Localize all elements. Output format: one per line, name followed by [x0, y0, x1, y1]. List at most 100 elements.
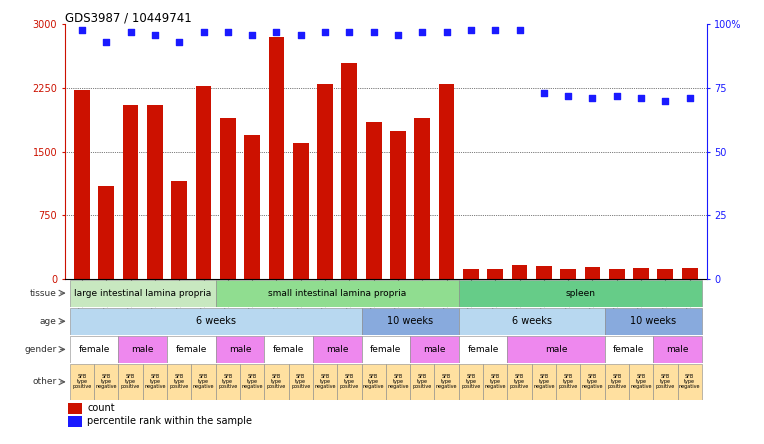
Text: SFB
type
positive: SFB type positive: [73, 374, 92, 389]
Bar: [629, 364, 653, 400]
Text: SFB
type
positive: SFB type positive: [291, 374, 310, 389]
Text: male: male: [326, 345, 348, 354]
Text: female: female: [468, 345, 499, 354]
Bar: [118, 336, 167, 363]
Bar: [410, 364, 435, 400]
Bar: [361, 336, 410, 363]
Text: SFB
type
negative: SFB type negative: [435, 374, 458, 389]
Text: female: female: [176, 345, 207, 354]
Text: female: female: [613, 345, 645, 354]
Text: SFB
type
positive: SFB type positive: [656, 374, 675, 389]
Point: [562, 92, 575, 99]
Bar: [458, 364, 483, 400]
Point: [100, 39, 112, 46]
Text: tissue: tissue: [30, 289, 57, 297]
Bar: [342, 63, 358, 279]
Bar: [458, 308, 604, 335]
Bar: [196, 87, 212, 279]
Bar: [74, 90, 90, 279]
Bar: [604, 364, 629, 400]
Bar: [604, 308, 702, 335]
Bar: [215, 364, 240, 400]
Text: female: female: [370, 345, 402, 354]
Text: male: male: [666, 345, 689, 354]
Bar: [70, 336, 118, 363]
Text: GDS3987 / 10449741: GDS3987 / 10449741: [65, 12, 192, 24]
Text: 6 weeks: 6 weeks: [196, 316, 235, 326]
Bar: [463, 269, 479, 279]
Bar: [70, 308, 361, 335]
Text: small intestinal lamina propria: small intestinal lamina propria: [268, 289, 406, 297]
Bar: [507, 364, 532, 400]
Bar: [361, 364, 386, 400]
Text: 6 weeks: 6 weeks: [512, 316, 552, 326]
Bar: [313, 364, 337, 400]
Bar: [171, 182, 187, 279]
Bar: [653, 336, 702, 363]
Bar: [678, 364, 702, 400]
Point: [149, 31, 161, 38]
Text: other: other: [32, 377, 57, 386]
Bar: [167, 336, 215, 363]
Bar: [556, 364, 581, 400]
Bar: [244, 135, 260, 279]
Point: [513, 26, 526, 33]
Text: SFB
type
positive: SFB type positive: [219, 374, 238, 389]
Bar: [609, 269, 625, 279]
Text: SFB
type
negative: SFB type negative: [193, 374, 214, 389]
Bar: [512, 266, 527, 279]
Bar: [118, 364, 143, 400]
Bar: [293, 143, 309, 279]
Text: SFB
type
negative: SFB type negative: [484, 374, 506, 389]
Text: SFB
type
negative: SFB type negative: [241, 374, 263, 389]
Point: [76, 26, 88, 33]
Bar: [507, 336, 604, 363]
Bar: [94, 364, 118, 400]
Bar: [70, 280, 215, 307]
Text: SFB
type
positive: SFB type positive: [510, 374, 529, 389]
Text: count: count: [87, 403, 115, 413]
Text: gender: gender: [24, 345, 57, 354]
Point: [489, 26, 501, 33]
Bar: [317, 84, 333, 279]
Bar: [313, 336, 361, 363]
Bar: [147, 105, 163, 279]
Text: SFB
type
negative: SFB type negative: [144, 374, 166, 389]
Bar: [439, 84, 455, 279]
Text: male: male: [228, 345, 251, 354]
Bar: [487, 269, 503, 279]
Text: female: female: [273, 345, 304, 354]
Text: SFB
type
positive: SFB type positive: [340, 374, 359, 389]
Bar: [658, 269, 673, 279]
Point: [173, 39, 186, 46]
Text: percentile rank within the sample: percentile rank within the sample: [87, 416, 252, 426]
Text: SFB
type
negative: SFB type negative: [533, 374, 555, 389]
Bar: [240, 364, 264, 400]
Point: [465, 26, 477, 33]
Bar: [123, 105, 138, 279]
Text: male: male: [131, 345, 154, 354]
Point: [586, 95, 598, 102]
Bar: [458, 280, 702, 307]
Text: SFB
type
negative: SFB type negative: [679, 374, 701, 389]
Point: [367, 28, 380, 36]
Bar: [268, 37, 284, 279]
Text: age: age: [40, 317, 57, 326]
Point: [222, 28, 234, 36]
Text: SFB
type
negative: SFB type negative: [387, 374, 409, 389]
Text: SFB
type
negative: SFB type negative: [581, 374, 604, 389]
Text: SFB
type
positive: SFB type positive: [413, 374, 432, 389]
Point: [684, 95, 696, 102]
Bar: [483, 364, 507, 400]
Text: male: male: [423, 345, 445, 354]
Bar: [366, 122, 381, 279]
Point: [538, 90, 550, 97]
Text: SFB
type
positive: SFB type positive: [607, 374, 626, 389]
Text: male: male: [545, 345, 567, 354]
Text: large intestinal lamina propria: large intestinal lamina propria: [74, 289, 212, 297]
Bar: [289, 364, 313, 400]
Point: [610, 92, 623, 99]
Point: [416, 28, 429, 36]
Bar: [215, 336, 264, 363]
Point: [343, 28, 355, 36]
